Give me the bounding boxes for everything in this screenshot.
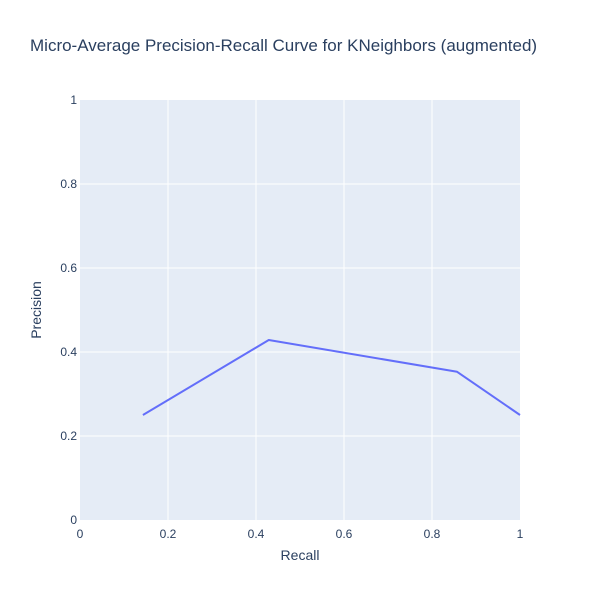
y-tick-label: 0 bbox=[70, 513, 77, 527]
y-axis-title: Precision bbox=[28, 281, 44, 339]
plot-area bbox=[80, 100, 520, 520]
x-tick-label: 0 bbox=[77, 527, 84, 541]
y-tick-label: 0.2 bbox=[60, 429, 77, 443]
y-axis-ticks: 0 0.2 0.4 0.6 0.8 1 bbox=[60, 93, 77, 527]
x-tick-label: 0.2 bbox=[160, 527, 177, 541]
chart-title: Micro-Average Precision-Recall Curve for… bbox=[30, 36, 537, 55]
y-tick-label: 0.6 bbox=[60, 261, 77, 275]
y-tick-label: 0.8 bbox=[60, 177, 77, 191]
series-layer bbox=[142, 338, 521, 416]
x-tick-label: 0.6 bbox=[336, 527, 353, 541]
x-tick-label: 1 bbox=[517, 527, 524, 541]
y-tick-label: 0.4 bbox=[60, 345, 77, 359]
x-tick-label: 0.8 bbox=[424, 527, 441, 541]
x-axis-title: Recall bbox=[281, 547, 320, 563]
x-tick-label: 0.4 bbox=[248, 527, 265, 541]
grid-lines bbox=[80, 100, 520, 520]
pr-curve-line bbox=[142, 338, 521, 416]
y-tick-label: 1 bbox=[70, 93, 77, 107]
x-axis-ticks: 0 0.2 0.4 0.6 0.8 1 bbox=[77, 527, 524, 541]
